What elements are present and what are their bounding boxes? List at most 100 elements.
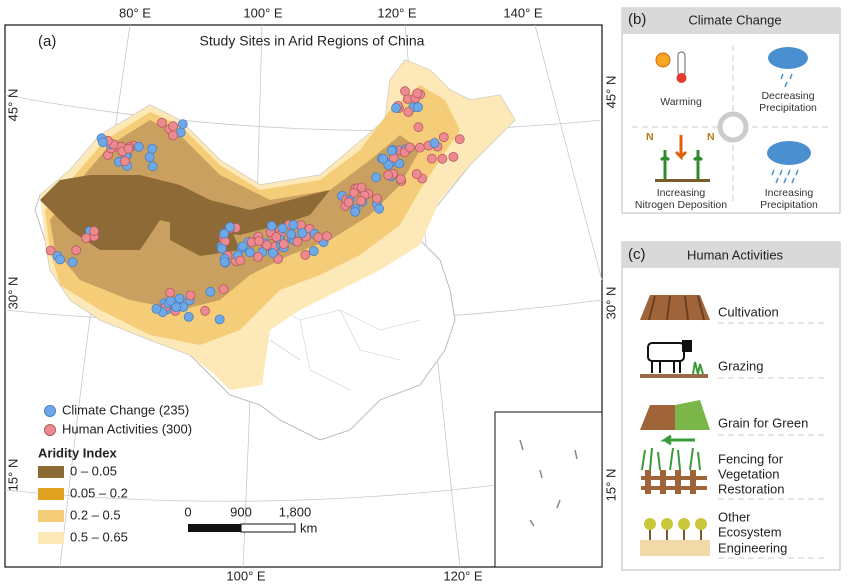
study-site	[356, 182, 367, 193]
legend-swatch	[38, 466, 64, 478]
study-site	[400, 86, 410, 97]
study-site	[391, 103, 401, 113]
tree-icon	[661, 518, 673, 530]
study-site	[98, 137, 108, 148]
legend-label: Climate Change (235)	[62, 402, 189, 417]
study-site	[348, 187, 359, 198]
item-label: Decreasing	[761, 90, 814, 102]
item-label: Increasing	[765, 187, 814, 199]
divider-ring	[717, 111, 749, 143]
cloud-icon	[768, 47, 808, 69]
study-site	[297, 227, 308, 238]
item-label: Vegetation	[718, 466, 779, 481]
study-site	[147, 143, 158, 154]
study-site	[372, 193, 382, 204]
rain-icon	[780, 73, 793, 88]
legend-label: 0.2 – 0.5	[70, 507, 121, 522]
legend-swatch	[38, 488, 64, 500]
human-panel: (c) Human Activities Cultivation Grazing…	[621, 241, 841, 571]
item-label: Nitrogen Deposition	[635, 199, 727, 211]
study-site	[395, 174, 406, 185]
lat-label: 15° N	[5, 459, 20, 492]
study-site	[288, 220, 299, 230]
inset-map	[494, 411, 603, 568]
study-site	[218, 284, 229, 295]
legend-label: Human Activities (300)	[62, 421, 192, 436]
lat-label: 45° N	[5, 89, 20, 122]
study-site	[174, 293, 185, 304]
item-label: Restoration	[718, 481, 784, 496]
soil-icon	[640, 374, 708, 378]
study-site	[168, 121, 179, 132]
study-site	[448, 151, 459, 162]
study-site	[147, 161, 158, 172]
study-site	[156, 117, 167, 128]
study-site	[413, 122, 424, 133]
study-site	[224, 222, 235, 232]
panel-header	[622, 242, 840, 268]
study-site	[411, 169, 422, 179]
study-site	[300, 249, 311, 260]
n-mark: N	[707, 131, 715, 143]
study-site	[214, 314, 225, 325]
study-site	[267, 248, 278, 258]
fence-icon	[641, 486, 707, 490]
study-site	[438, 132, 449, 143]
study-site	[414, 142, 425, 153]
lat-label: 15° N	[603, 469, 618, 502]
soil-icon	[655, 179, 710, 182]
scale-unit: km	[300, 520, 317, 535]
map-title: Study Sites in Arid Regions of China	[200, 33, 425, 49]
study-site	[386, 145, 397, 156]
arrow-icon	[674, 135, 688, 161]
study-site	[237, 241, 248, 252]
fence-icon	[660, 470, 666, 494]
study-site	[168, 130, 178, 141]
panel-label: (b)	[628, 11, 646, 28]
study-site	[45, 245, 56, 256]
study-site	[271, 232, 282, 242]
scale-label: 1,800	[279, 504, 312, 519]
study-sites	[45, 86, 465, 325]
panel-label: (a)	[38, 33, 56, 50]
study-site	[292, 236, 303, 247]
study-site	[266, 220, 277, 231]
n-mark: N	[646, 131, 654, 143]
study-site	[437, 153, 448, 164]
rain-icon	[771, 169, 799, 184]
tree-icon	[649, 528, 702, 540]
legend-symbol	[44, 405, 56, 417]
study-site	[235, 255, 246, 266]
item-label: Fencing for	[718, 451, 784, 466]
lon-label: 120° E	[377, 5, 417, 20]
province-borders	[259, 299, 421, 391]
tree-icon	[644, 518, 656, 530]
lon-label: 120° E	[443, 568, 483, 583]
study-site	[171, 302, 182, 313]
legend-swatch	[38, 532, 64, 544]
legend-label: 0 – 0.05	[70, 463, 117, 478]
forest-icon	[675, 400, 710, 430]
panel-header	[622, 8, 840, 34]
study-site	[67, 257, 78, 268]
field-icon	[640, 405, 675, 430]
panel-title: Climate Change	[688, 12, 781, 27]
study-site	[404, 142, 415, 153]
study-site	[261, 240, 272, 251]
study-site	[89, 226, 99, 237]
study-site	[219, 228, 230, 239]
fence-icon	[690, 470, 696, 494]
study-site	[356, 195, 367, 206]
study-site	[120, 156, 130, 167]
study-site	[254, 236, 265, 247]
legend-swatch	[38, 510, 64, 522]
cloud-icon	[767, 141, 811, 165]
plant-icon	[659, 150, 704, 180]
aridity-zone	[40, 175, 330, 250]
lat-label: 30° N	[5, 277, 20, 310]
soil-icon	[640, 540, 710, 556]
study-site	[321, 231, 332, 242]
arrow-icon	[660, 434, 695, 446]
study-site	[426, 153, 437, 164]
study-site	[371, 172, 382, 183]
